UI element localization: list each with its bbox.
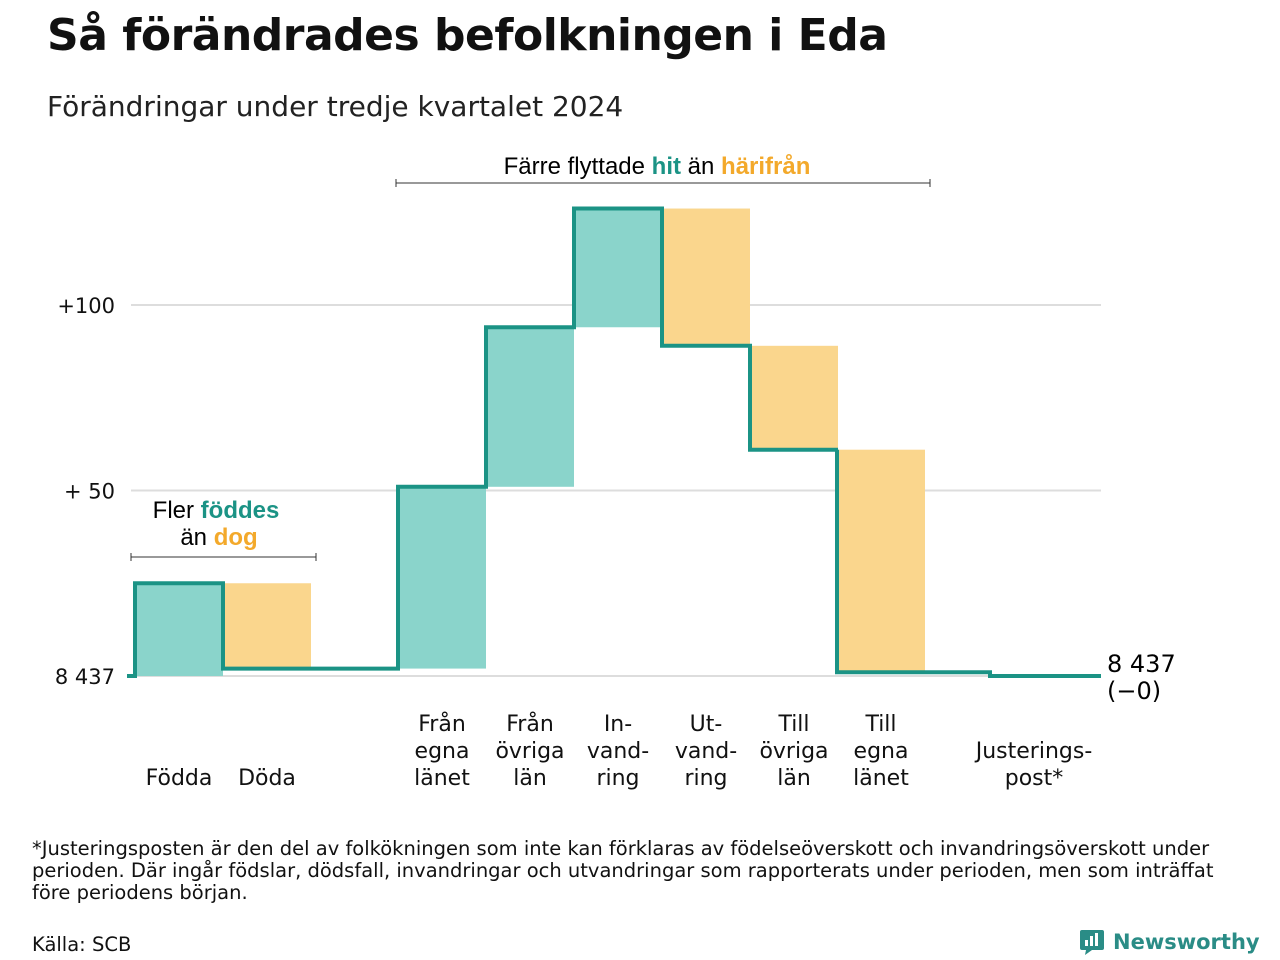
source-note: Källa: SCB [32, 933, 132, 956]
end-value-label: 8 437 [1107, 650, 1176, 678]
x-category-label: län [513, 766, 547, 791]
x-category-label: länet [853, 766, 909, 791]
chart-title: Så förändrades befolkningen i Eda [47, 10, 888, 61]
end-change-label: (−0) [1107, 677, 1161, 705]
x-category-label: egna [854, 739, 909, 764]
x-category-label: egna [415, 739, 470, 764]
x-category-label: Justerings- [974, 739, 1093, 764]
x-category-label: övriga [495, 739, 564, 764]
y-tick-label: 8 437 [55, 665, 115, 689]
x-category-label: län [777, 766, 811, 791]
waterfall-bar [223, 583, 311, 669]
x-category-label: Till [864, 712, 896, 737]
x-category-label: övriga [759, 739, 828, 764]
x-category-label: Ut- [690, 712, 723, 737]
newsworthy-logo-icon [1079, 928, 1105, 956]
migration-annotation-hit: hit [652, 153, 681, 180]
births-annotation-bracket [130, 553, 317, 561]
y-tick-label: +100 [57, 294, 115, 318]
births-annotation-prefix: Fler [153, 497, 194, 524]
waterfall-bar [574, 208, 662, 328]
x-category-label: ring [684, 766, 727, 791]
x-category-label: post* [1005, 766, 1064, 791]
births-annotation-highlight: föddes [201, 497, 280, 524]
x-category-label: Från [418, 711, 466, 737]
waterfall-bar [398, 486, 486, 669]
migration-annotation-bracket [395, 179, 931, 187]
footnote: *Justeringsposten är den del av folkökni… [32, 837, 1214, 904]
waterfall-bar [837, 449, 925, 673]
migration-annotation-middle: än [688, 153, 715, 180]
bars [135, 208, 925, 676]
y-tick-label: + 50 [64, 480, 115, 504]
waterfall-bar [750, 345, 838, 450]
x-category-label: vand- [675, 739, 737, 764]
x-category-label: Till [777, 712, 809, 737]
waterfall-chart: 8 437+ 50+100 Födda DödaFrånegnalänetFrån… [55, 153, 1176, 791]
x-category-label: Döda [238, 766, 296, 791]
waterfall-bar [135, 583, 223, 676]
x-category-label: Födda [146, 766, 213, 791]
waterfall-bar [486, 327, 574, 487]
chart-subtitle: Förändringar under tredje kvartalet 2024 [47, 90, 624, 123]
y-axis-tick-labels: 8 437 + 50 +100 [55, 294, 115, 689]
x-category-label: ring [596, 766, 639, 791]
waterfall-bar [662, 208, 750, 346]
x-category-label: vand- [587, 739, 649, 764]
births-annotation-highlight-2: dog [214, 524, 258, 551]
brand[interactable]: Newsworthy [1079, 928, 1260, 956]
svg-text:Fler föddes: Fler föddes [153, 497, 280, 524]
migration-annotation: Färre flyttade hit än härifrån [395, 153, 931, 187]
svg-text:Färre flyttade hit: Färre flyttade hit än härifrån [504, 153, 811, 180]
brand-name: Newsworthy [1113, 930, 1260, 954]
x-axis-category-labels: Födda DödaFrånegnalänetFrånövrigalänIn-va… [146, 711, 1093, 791]
svg-text:än dog: än dog [180, 524, 257, 551]
migration-annotation-prefix: Färre flyttade [504, 153, 645, 180]
x-category-label: In- [604, 712, 632, 737]
end-label: 8 437 (−0) [1107, 650, 1176, 705]
x-category-label: länet [414, 766, 470, 791]
x-category-label: Från [506, 711, 554, 737]
births-annotation: Fler föddes än dog [130, 497, 317, 561]
cumulative-step-line [127, 206, 1101, 678]
births-annotation-prefix-2: än [180, 524, 207, 551]
migration-annotation-harifran: härifrån [721, 153, 810, 180]
